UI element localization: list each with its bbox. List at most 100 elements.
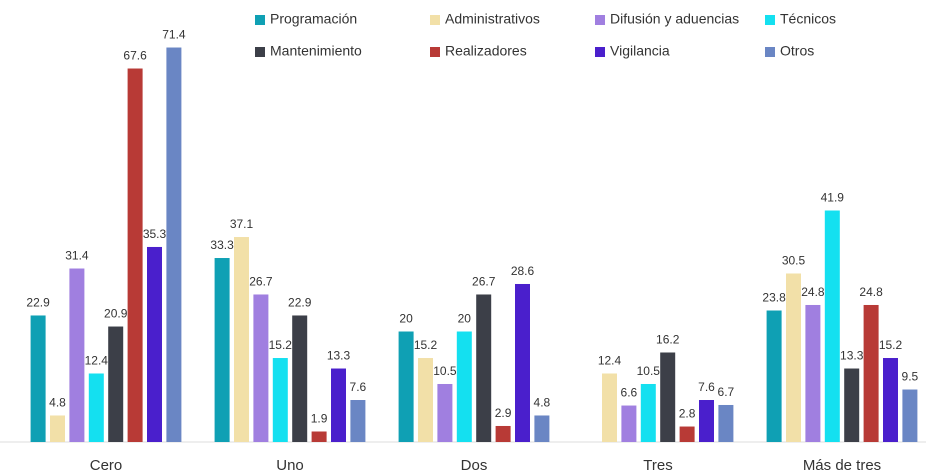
value-label: 28.6 [511,264,535,278]
bar [311,431,327,442]
legend-swatch [595,15,605,25]
value-label: 2.9 [495,406,512,420]
bar [902,389,918,442]
value-label: 6.7 [718,385,735,399]
value-label: 30.5 [782,254,806,268]
bar [515,283,530,442]
x-tick-label: Más de tres [803,457,881,474]
legend-label: Programación [270,11,357,27]
legend-swatch [255,15,265,25]
value-label: 24.8 [859,285,883,299]
x-tick-label: Dos [461,457,488,474]
bar [418,358,433,442]
bar [350,400,366,442]
legend-swatch [765,15,775,25]
bar [602,373,617,442]
value-label: 33.3 [210,238,234,252]
bar [437,383,453,442]
value-label: 12.4 [598,354,622,368]
value-label: 6.6 [621,386,638,400]
legend-label: Mantenimiento [270,43,362,59]
bar [621,405,637,442]
bar [640,383,656,442]
legend-swatch [595,47,605,57]
bar [88,373,104,442]
legend-swatch [255,47,265,57]
value-label: 41.9 [821,191,845,205]
value-label: 10.5 [433,364,457,378]
value-label: 1.9 [311,412,328,426]
value-label: 16.2 [656,333,680,347]
bar [292,315,308,442]
value-label: 15.2 [414,338,438,352]
legend-label: Técnicos [780,11,836,27]
bar [824,210,840,442]
value-label: 13.3 [840,349,864,363]
value-label: 22.9 [288,296,312,310]
value-label: 37.1 [230,217,254,231]
value-label: 71.4 [162,28,186,42]
bar [234,237,249,442]
value-label: 9.5 [902,370,919,384]
bar [844,368,860,442]
bar [253,294,269,442]
x-tick-label: Tres [643,457,672,474]
bar [534,415,550,442]
bar [718,404,734,442]
bar [166,47,182,442]
bar [766,310,782,442]
bar [883,358,898,442]
value-label: 26.7 [249,275,273,289]
bar [398,331,414,442]
x-tick-label: Cero [90,457,123,474]
bar [147,246,162,442]
bar [214,258,230,442]
legend-swatch [765,47,775,57]
bar [660,352,676,442]
value-label: 2.8 [679,407,696,421]
bar [456,331,472,442]
value-label: 4.8 [534,396,551,410]
value-label: 15.2 [269,338,293,352]
legend-swatch [430,47,440,57]
value-label: 35.3 [143,227,167,241]
value-label: 12.4 [85,354,109,368]
value-label: 31.4 [65,249,89,263]
value-label: 67.6 [123,49,147,63]
value-label: 23.8 [762,291,786,305]
bar [108,326,124,442]
bar [805,304,821,442]
value-label: 10.5 [637,364,661,378]
bar [699,400,714,442]
bar [476,294,492,442]
value-label: 26.7 [472,275,496,289]
bar [272,358,288,442]
legend-label: Administrativos [445,11,540,27]
legend-label: Difusión y aduencias [610,11,739,27]
value-label: 13.3 [327,349,351,363]
x-tick-label: Uno [276,457,304,474]
bar [69,268,85,442]
bar [863,304,879,442]
value-label: 22.9 [26,296,50,310]
value-label: 20 [458,312,472,326]
bar [679,426,695,442]
legend-label: Realizadores [445,43,527,59]
value-label: 24.8 [801,285,825,299]
legend-swatch [430,15,440,25]
bar [50,415,65,442]
value-label: 7.6 [698,380,715,394]
value-label: 7.6 [350,380,367,394]
legend-label: Vigilancia [610,43,670,59]
value-label: 15.2 [879,338,903,352]
bar [127,68,143,442]
value-label: 20 [399,312,413,326]
value-label: 4.8 [49,396,66,410]
bar [331,368,346,442]
value-label: 20.9 [104,307,128,321]
bar [30,315,46,442]
bar [495,425,511,442]
bar [786,273,801,442]
legend-label: Otros [780,43,814,59]
